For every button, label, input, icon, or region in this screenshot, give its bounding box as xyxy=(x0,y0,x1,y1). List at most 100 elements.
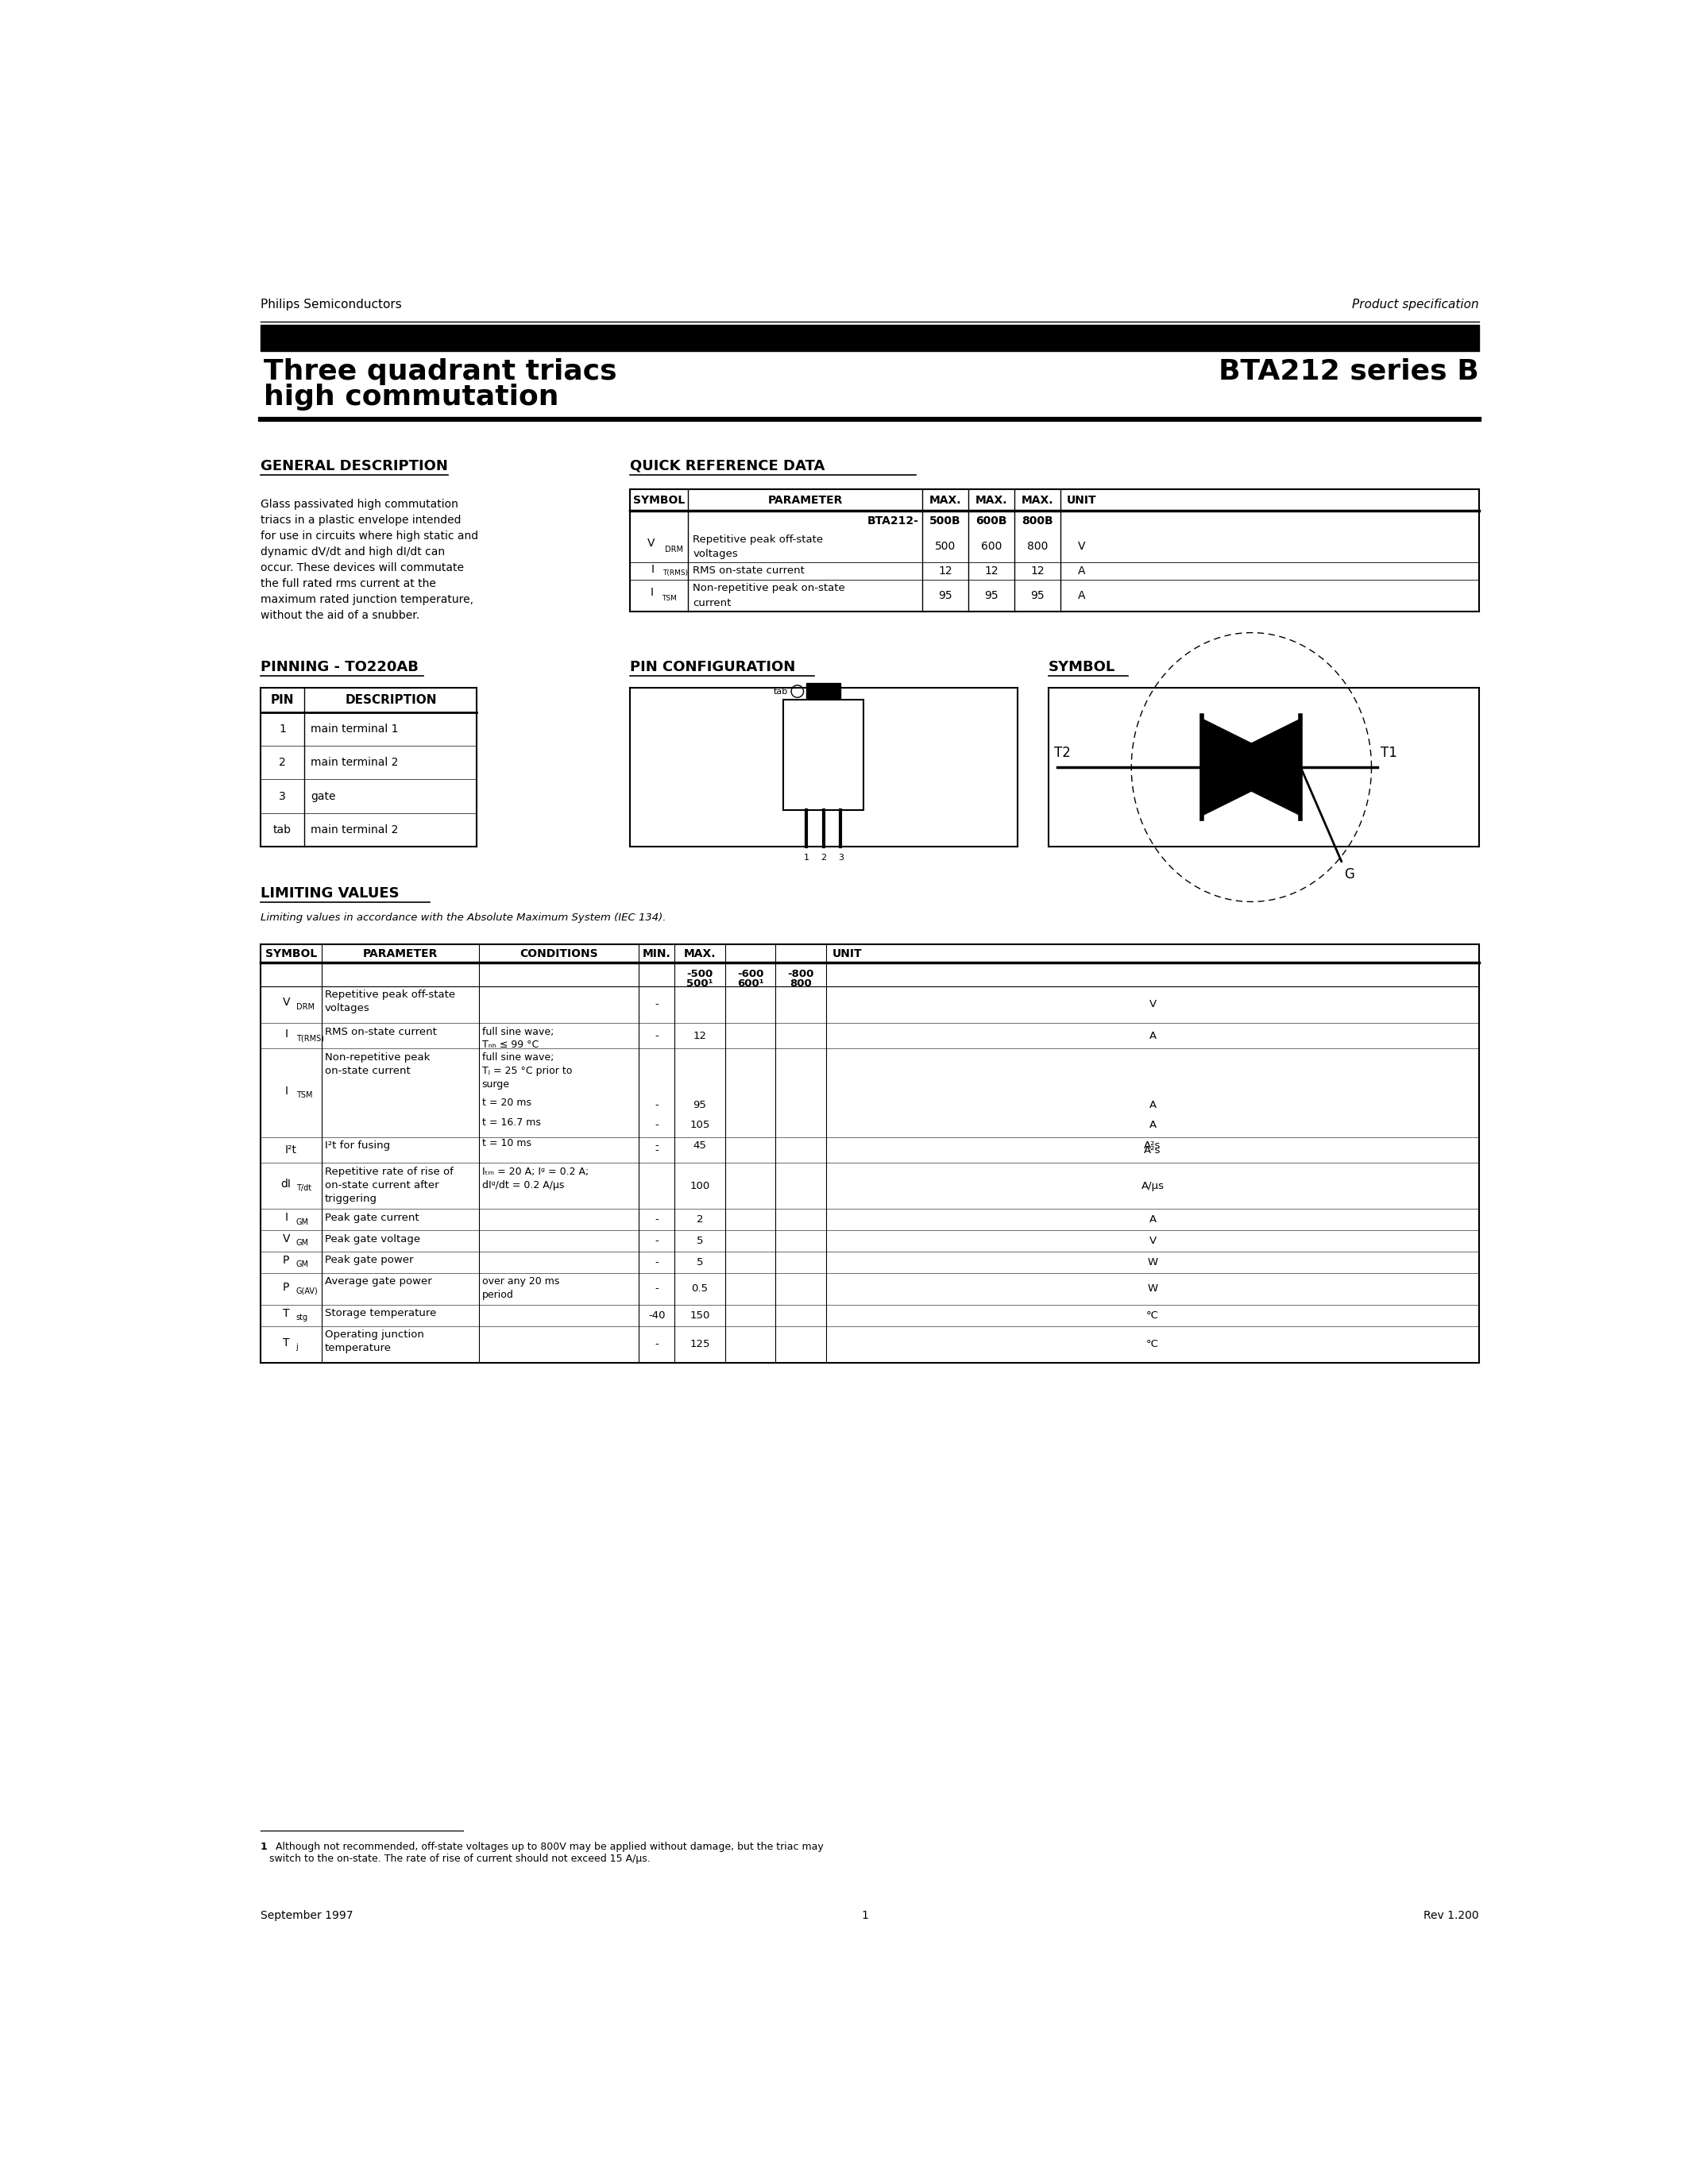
Text: 800B: 800B xyxy=(1021,515,1053,526)
Text: Iₜₘ = 20 A; Iᵍ = 0.2 A;: Iₜₘ = 20 A; Iᵍ = 0.2 A; xyxy=(481,1166,589,1177)
Text: T: T xyxy=(282,1308,289,1319)
Text: main terminal 1: main terminal 1 xyxy=(311,723,398,734)
Text: 3: 3 xyxy=(837,854,844,863)
Bar xyxy=(807,684,841,699)
Text: 100: 100 xyxy=(690,1182,711,1190)
Text: Although not recommended, off-state voltages up to 800V may be applied without d: Although not recommended, off-state volt… xyxy=(270,1841,824,1863)
Text: I: I xyxy=(285,1085,287,1096)
Text: PINNING - TO220AB: PINNING - TO220AB xyxy=(260,660,419,675)
Text: 12: 12 xyxy=(1030,566,1045,577)
Text: Non-repetitive peak on-state: Non-repetitive peak on-state xyxy=(694,583,846,594)
Text: A²s: A²s xyxy=(1144,1140,1161,1151)
Text: main terminal 2: main terminal 2 xyxy=(311,758,398,769)
Text: GENERAL DESCRIPTION: GENERAL DESCRIPTION xyxy=(260,459,447,474)
Text: V: V xyxy=(1150,1236,1156,1247)
Text: RMS on-state current: RMS on-state current xyxy=(324,1026,437,1037)
Text: tab: tab xyxy=(773,688,788,695)
Text: BTA212 series B: BTA212 series B xyxy=(1219,358,1479,384)
Text: UNIT: UNIT xyxy=(832,948,863,959)
Text: 2: 2 xyxy=(279,758,285,769)
Text: occur. These devices will commutate: occur. These devices will commutate xyxy=(260,561,464,574)
Text: W: W xyxy=(1148,1284,1158,1293)
Text: A: A xyxy=(1150,1101,1156,1109)
Text: 500B: 500B xyxy=(930,515,960,526)
Text: Peak gate current: Peak gate current xyxy=(324,1212,419,1223)
Text: 2: 2 xyxy=(697,1214,704,1225)
Text: A: A xyxy=(1077,590,1085,601)
Text: T/dt: T/dt xyxy=(295,1184,311,1192)
Text: BTA212-: BTA212- xyxy=(868,515,918,526)
Text: -: - xyxy=(655,1258,658,1267)
Text: °C: °C xyxy=(1146,1339,1160,1350)
Text: I: I xyxy=(285,1212,287,1223)
Text: 500¹: 500¹ xyxy=(687,978,712,989)
Text: V: V xyxy=(1077,542,1085,553)
Text: Repetitive peak off-state: Repetitive peak off-state xyxy=(694,535,824,544)
Text: TSM: TSM xyxy=(662,594,677,603)
Text: SYMBOL: SYMBOL xyxy=(1048,660,1116,675)
Text: on-state current: on-state current xyxy=(324,1066,410,1077)
Text: QUICK REFERENCE DATA: QUICK REFERENCE DATA xyxy=(630,459,824,474)
Text: -800: -800 xyxy=(788,970,814,978)
Text: DRM: DRM xyxy=(665,546,684,553)
Text: -: - xyxy=(655,1214,658,1225)
Text: A: A xyxy=(1150,1214,1156,1225)
Text: 105: 105 xyxy=(690,1120,711,1131)
Text: Philips Semiconductors: Philips Semiconductors xyxy=(260,299,402,310)
Text: P: P xyxy=(284,1282,289,1293)
Text: 800: 800 xyxy=(1026,542,1048,553)
Text: -: - xyxy=(655,1140,658,1151)
Text: 95: 95 xyxy=(1030,590,1045,601)
Text: 95: 95 xyxy=(939,590,952,601)
Text: 1: 1 xyxy=(861,1911,869,1922)
Bar xyxy=(260,325,1479,352)
Text: 45: 45 xyxy=(694,1140,707,1151)
Text: voltages: voltages xyxy=(324,1002,370,1013)
Text: V: V xyxy=(282,1234,290,1245)
Text: T1: T1 xyxy=(1381,745,1398,760)
Text: I: I xyxy=(652,563,655,574)
Text: I²t for fusing: I²t for fusing xyxy=(324,1140,390,1151)
Text: V: V xyxy=(648,537,655,548)
Text: I: I xyxy=(650,587,653,598)
Text: Non-repetitive peak: Non-repetitive peak xyxy=(324,1053,430,1061)
Text: Tⱼ = 25 °C prior to: Tⱼ = 25 °C prior to xyxy=(481,1066,572,1077)
Text: 95: 95 xyxy=(984,590,998,601)
Text: P: P xyxy=(284,1256,289,1267)
Text: Limiting values in accordance with the Absolute Maximum System (IEC 134).: Limiting values in accordance with the A… xyxy=(260,913,665,922)
Text: LIMITING VALUES: LIMITING VALUES xyxy=(260,887,398,900)
Text: 95: 95 xyxy=(694,1101,707,1109)
Text: 3: 3 xyxy=(279,791,285,802)
Text: high commutation: high commutation xyxy=(263,384,559,411)
Text: maximum rated junction temperature,: maximum rated junction temperature, xyxy=(260,594,473,605)
Text: MIN.: MIN. xyxy=(643,948,670,959)
Text: T2: T2 xyxy=(1055,745,1070,760)
Text: 12: 12 xyxy=(939,566,952,577)
Text: gate: gate xyxy=(311,791,336,802)
Text: period: period xyxy=(481,1291,513,1299)
Text: I: I xyxy=(285,1029,287,1040)
Text: 600B: 600B xyxy=(976,515,1008,526)
Text: full sine wave;: full sine wave; xyxy=(481,1026,554,1037)
Text: -: - xyxy=(655,1339,658,1350)
Text: main terminal 2: main terminal 2 xyxy=(311,823,398,836)
Text: 1: 1 xyxy=(279,723,285,734)
Text: MAX.: MAX. xyxy=(684,948,716,959)
Text: Product specification: Product specification xyxy=(1352,299,1479,310)
Text: the full rated rms current at the: the full rated rms current at the xyxy=(260,579,436,590)
Text: dI: dI xyxy=(280,1179,292,1190)
Text: 600: 600 xyxy=(981,542,1001,553)
Text: on-state current after: on-state current after xyxy=(324,1179,439,1190)
Text: without the aid of a snubber.: without the aid of a snubber. xyxy=(260,609,419,620)
Text: 12: 12 xyxy=(694,1031,707,1042)
Text: Rev 1.200: Rev 1.200 xyxy=(1425,1911,1479,1922)
Text: -: - xyxy=(655,1000,658,1009)
Text: 500: 500 xyxy=(935,542,955,553)
Text: 0.5: 0.5 xyxy=(692,1284,709,1293)
Text: -500: -500 xyxy=(687,970,712,978)
Text: T(RMS): T(RMS) xyxy=(663,570,689,577)
Text: UNIT: UNIT xyxy=(1067,496,1097,507)
Text: -: - xyxy=(655,1031,658,1042)
Text: V: V xyxy=(1150,1000,1156,1009)
Text: MAX.: MAX. xyxy=(928,496,960,507)
